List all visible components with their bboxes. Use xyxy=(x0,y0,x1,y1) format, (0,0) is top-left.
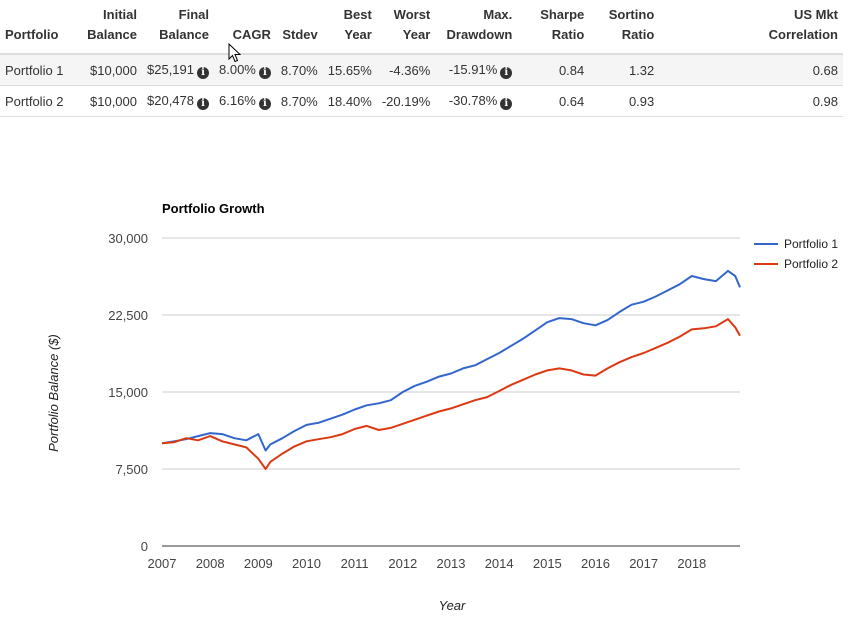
x-tick-label: 2013 xyxy=(437,556,466,571)
header-cagr[interactable]: CAGR xyxy=(232,27,271,42)
y-tick-label: 0 xyxy=(141,539,148,554)
series-line-1 xyxy=(161,269,741,452)
header-sharpe-ratio[interactable]: Sharpe Ratio xyxy=(540,7,585,42)
y-axis-label: Portfolio Balance ($) xyxy=(46,334,61,452)
chart-gridlines xyxy=(162,237,740,470)
info-icon[interactable]: i xyxy=(258,66,271,79)
header-final-balance[interactable]: Final Balance xyxy=(159,7,209,42)
x-tick-label: 2015 xyxy=(533,556,562,571)
cell-stdev: 8.70% xyxy=(280,93,318,109)
x-tick-label: 2008 xyxy=(196,556,225,571)
cell-max-drawdown: -15.91% i xyxy=(435,54,517,86)
cell-cagr: 8.00% i xyxy=(214,54,276,86)
cell-final-balance: $25,191 i xyxy=(142,54,214,86)
cell-initial-balance: $10,000 xyxy=(90,62,137,78)
x-tick-label: 2009 xyxy=(244,556,273,571)
info-icon[interactable]: i xyxy=(500,66,513,79)
header-initial-balance[interactable]: Initial Balance xyxy=(87,7,137,42)
portfolio-growth-chart: Portfolio Growth 0 7,500 15,000 22,500 30,00… xyxy=(46,201,838,613)
y-tick-label: 22,500 xyxy=(108,308,148,323)
x-tick-label: 2012 xyxy=(388,556,417,571)
x-tick-label: 2018 xyxy=(677,556,706,571)
y-tick-label: 30,000 xyxy=(108,231,148,246)
header-us-mkt-correlation[interactable]: US Mkt Correlation xyxy=(768,7,838,42)
portfolio-stats-table: Portfolio Initial Balance Final Balance CA… xyxy=(0,0,843,117)
header-portfolio[interactable]: Portfolio xyxy=(5,27,59,42)
cell-portfolio: Portfolio 2 xyxy=(5,93,64,109)
table-row: Portfolio 1 $10,000 $25,191 i 8.00% i 8.70… xyxy=(0,54,843,86)
cell-best-year: 15.65% xyxy=(327,62,372,78)
cell-final-balance: $20,478 i xyxy=(142,86,214,117)
header-sortino-ratio[interactable]: Sortino Ratio xyxy=(608,7,655,42)
x-tick-label: 2011 xyxy=(341,556,369,571)
header-worst-year[interactable]: Worst Year xyxy=(393,7,431,42)
chart-title: Portfolio Growth xyxy=(162,201,265,216)
chart-legend: Portfolio 1 Portfolio 2 xyxy=(754,237,838,271)
y-tick-label: 7,500 xyxy=(115,462,148,477)
info-icon[interactable]: i xyxy=(197,66,209,79)
info-icon[interactable]: i xyxy=(500,97,513,110)
header-best-year[interactable]: Best Year xyxy=(343,7,372,42)
mouse-pointer-icon xyxy=(228,43,242,63)
cell-max-drawdown: -30.78% i xyxy=(435,86,517,117)
cell-worst-year: -20.19% xyxy=(381,93,431,109)
cell-sortino-ratio: 0.93 xyxy=(628,93,655,109)
cell-sharpe-ratio: 0.64 xyxy=(558,93,585,109)
table-row: Portfolio 2 $10,000 $20,478 i 6.16% i 8.70… xyxy=(0,86,843,117)
cell-sharpe-ratio: 0.84 xyxy=(558,62,585,78)
cell-stdev: 8.70% xyxy=(280,62,318,78)
header-stdev[interactable]: Stdev xyxy=(282,27,318,42)
x-tick-label: 2007 xyxy=(148,556,177,571)
y-axis-ticks: 0 7,500 15,000 22,500 30,000 xyxy=(108,231,148,554)
cell-sortino-ratio: 1.32 xyxy=(628,62,655,78)
chart-series xyxy=(161,269,741,470)
y-tick-label: 15,000 xyxy=(108,385,148,400)
x-tick-label: 2017 xyxy=(629,556,658,571)
x-tick-label: 2014 xyxy=(485,556,514,571)
info-icon[interactable]: i xyxy=(197,97,209,110)
cell-us-mkt-correlation: 0.98 xyxy=(812,93,838,109)
cell-best-year: 18.40% xyxy=(327,93,372,109)
cell-us-mkt-correlation: 0.68 xyxy=(812,62,838,78)
cell-worst-year: -4.36% xyxy=(389,62,431,78)
x-tick-label: 2010 xyxy=(292,556,321,571)
legend-label: Portfolio 2 xyxy=(784,257,838,271)
table-header-row: Portfolio Initial Balance Final Balance CA… xyxy=(0,0,843,54)
legend-label: Portfolio 1 xyxy=(784,237,838,251)
cell-initial-balance: $10,000 xyxy=(90,93,137,109)
info-icon[interactable]: i xyxy=(258,97,271,110)
x-axis-ticks: 2007 2008 2009 2010 2011 2012 2013 2014 2015 2016… xyxy=(148,556,707,571)
cell-portfolio: Portfolio 1 xyxy=(5,62,64,78)
cell-cagr: 6.16% i xyxy=(214,86,276,117)
header-max-drawdown[interactable]: Max. Drawdown xyxy=(446,7,513,42)
series-line-2 xyxy=(161,318,741,470)
x-tick-label: 2016 xyxy=(581,556,610,571)
x-axis-label: Year xyxy=(439,598,466,613)
